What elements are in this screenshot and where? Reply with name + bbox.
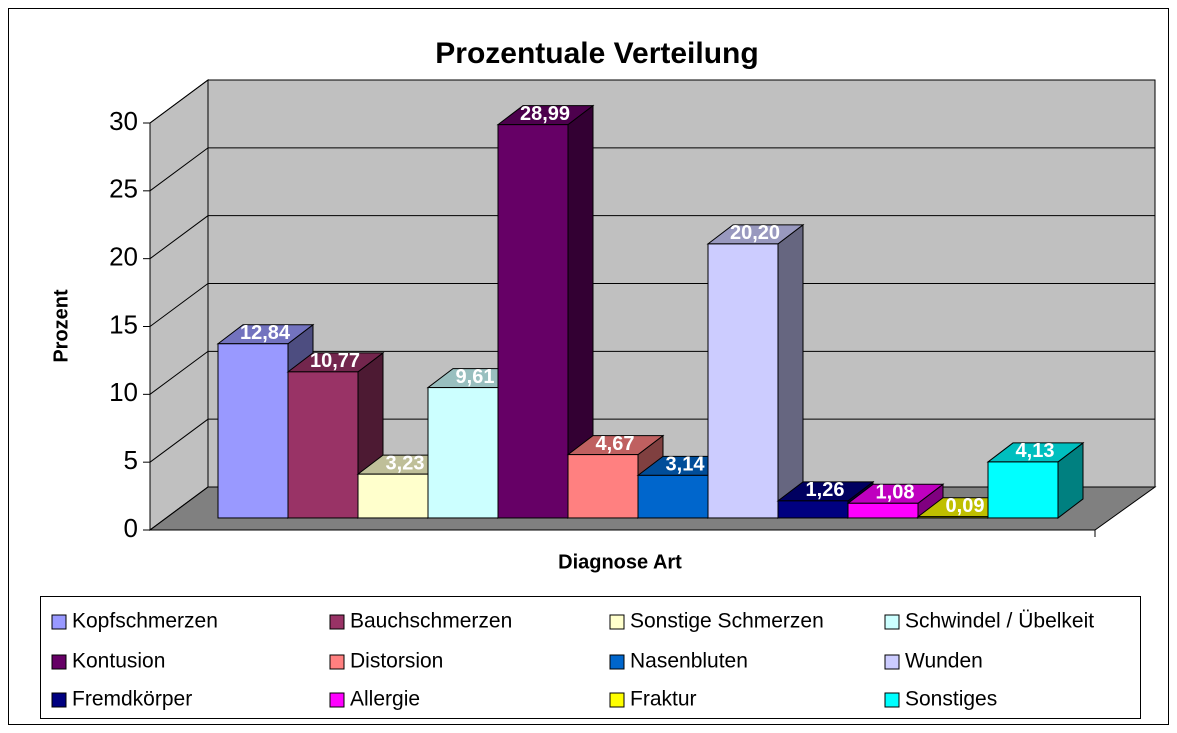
value-label: 1,26 [806, 479, 845, 501]
y-tick-label: 10 [109, 377, 138, 407]
bar-front [497, 124, 569, 519]
legend-label: Allergie [350, 688, 420, 711]
legend-label: Schwindel / Übelkeit [905, 610, 1094, 633]
value-label: 4,13 [1016, 440, 1055, 462]
y-tick-label: 0 [124, 513, 138, 543]
value-label: 9,61 [456, 366, 495, 388]
x-axis-label: Diagnose Art [558, 551, 682, 573]
y-axis-label: Prozent [50, 289, 72, 363]
legend-swatch [884, 692, 900, 708]
legend-swatch [51, 692, 67, 708]
y-tick-label: 15 [109, 309, 138, 339]
grid-line [149, 215, 1155, 260]
bar-side [777, 223, 804, 519]
bar-front [287, 371, 359, 519]
legend-swatch [329, 614, 345, 630]
legend-swatch [329, 654, 345, 670]
legend-swatch [609, 614, 625, 630]
grid-line [149, 418, 1155, 463]
bar-front [847, 502, 919, 519]
legend-label: Kontusion [72, 650, 165, 673]
legend-swatch [609, 654, 625, 670]
value-label: 4,67 [596, 433, 635, 455]
bar [706, 223, 805, 519]
bar-front [637, 474, 709, 519]
value-label: 3,14 [666, 454, 706, 476]
legend-label: Fremdkörper [72, 688, 192, 711]
legend-label: Kopfschmerzen [72, 610, 218, 633]
grid-line [149, 147, 1155, 192]
legend-label: Distorsion [350, 650, 443, 673]
grid-line [149, 350, 1155, 395]
bar [986, 441, 1085, 519]
legend-swatch [884, 654, 900, 670]
value-label: 0,09 [946, 495, 985, 517]
legend-swatch [609, 692, 625, 708]
legend-box [40, 596, 1141, 719]
grid-line [149, 79, 1155, 124]
bar-front [357, 473, 429, 519]
legend-label: Sonstige Schmerzen [630, 610, 824, 633]
y-tick-label: 20 [109, 242, 138, 272]
value-label: 3,23 [386, 452, 425, 474]
value-label: 12,84 [240, 322, 291, 344]
y-tick-label: 30 [109, 106, 138, 136]
legend-label: Bauchschmerzen [350, 610, 512, 633]
bar-front [987, 461, 1059, 519]
value-label: 28,99 [520, 103, 570, 125]
legend-label: Fraktur [630, 688, 697, 711]
legend-swatch [51, 614, 67, 630]
legend-label: Nasenbluten [630, 650, 748, 673]
value-label: 20,20 [730, 222, 780, 244]
bar-front [567, 454, 639, 519]
value-label: 1,08 [876, 482, 915, 504]
bar-front [217, 343, 289, 519]
grid-line [149, 283, 1155, 327]
y-tick-label: 25 [109, 174, 138, 204]
legend-swatch [884, 614, 900, 630]
bar-front [427, 387, 499, 519]
legend-swatch [329, 692, 345, 708]
legend-label: Wunden [905, 650, 983, 673]
legend-swatch [51, 654, 67, 670]
value-label: 10,77 [310, 350, 360, 372]
chart-title: Prozentuale Verteilung [435, 37, 758, 70]
bar-front [707, 243, 779, 519]
y-tick-label: 5 [124, 445, 138, 475]
legend-label: Sonstiges [905, 688, 997, 711]
bar-front [777, 500, 849, 519]
bar [846, 483, 945, 519]
